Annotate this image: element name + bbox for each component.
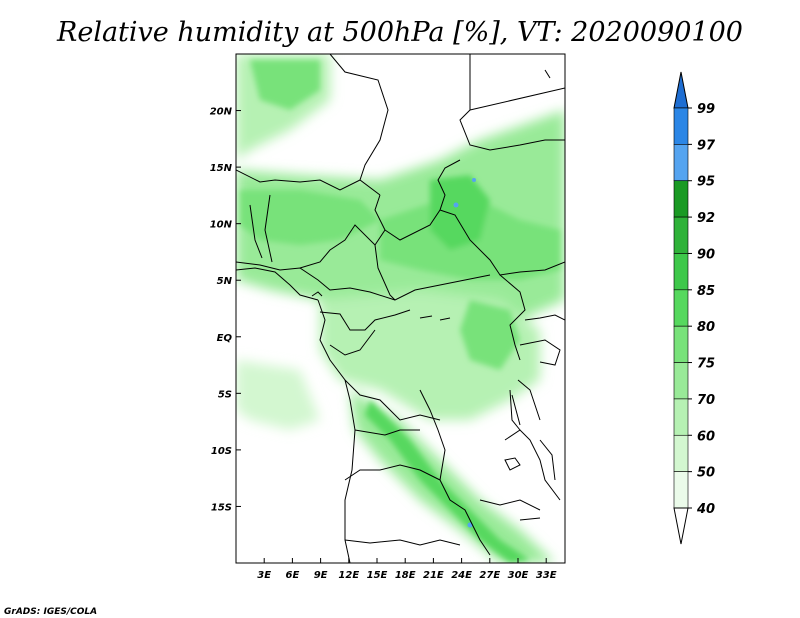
lon-tick-label: 27E xyxy=(479,570,500,581)
legend-swatch xyxy=(673,180,689,218)
lat-tick-label: 15N xyxy=(210,163,233,174)
map-title: Relative humidity at 500hPa [%], VT: 202… xyxy=(56,17,743,48)
legend-swatch xyxy=(673,325,689,363)
lon-tick-label: 24E xyxy=(451,570,472,581)
legend-label: 85 xyxy=(697,284,715,299)
longitude-axis: 3E 6E 9E 12E 15E 18E 21E 24E 27E 30E 33E xyxy=(257,558,557,581)
country-borders xyxy=(236,54,565,563)
legend-label: 60 xyxy=(697,429,715,444)
humid-core-south xyxy=(365,400,530,563)
legend-label: 70 xyxy=(697,393,715,408)
legend-label: 75 xyxy=(697,357,715,372)
lon-tick-label: 18E xyxy=(395,570,416,581)
humidity-field xyxy=(236,54,565,563)
humid-core-rift xyxy=(460,300,520,370)
legend-label: 50 xyxy=(697,466,715,481)
legend-swatch xyxy=(673,216,689,254)
legend-label: 90 xyxy=(697,247,715,262)
legend-label: 80 xyxy=(697,320,715,335)
lat-tick-label: 15S xyxy=(211,502,232,513)
legend-swatch xyxy=(673,471,689,509)
lat-tick-label: 10S xyxy=(211,446,232,457)
humid-core-westafrica xyxy=(240,190,380,245)
legend-label: 40 xyxy=(696,502,715,517)
legend-bottom-arrow xyxy=(673,507,689,545)
legend-top-arrow xyxy=(673,71,689,109)
lon-tick-label: 21E xyxy=(423,570,444,581)
legend-swatch xyxy=(673,107,689,145)
lat-tick-label: 10N xyxy=(210,220,233,231)
lon-tick-label: 33E xyxy=(536,570,557,581)
legend-swatch xyxy=(673,362,689,400)
humid-core-north xyxy=(250,60,320,110)
humid-patch-atlantic xyxy=(236,360,320,430)
lon-tick-label: 30E xyxy=(508,570,529,581)
latitude-axis: 20N 15N 10N 5N EQ 5S 10S 15S xyxy=(210,107,241,513)
legend-label: 97 xyxy=(697,138,716,153)
lat-tick-label: 5N xyxy=(217,276,233,287)
lon-tick-label: 9E xyxy=(314,570,328,581)
humid-max-spot-2 xyxy=(472,178,476,182)
legend-label: 92 xyxy=(697,211,715,226)
lon-tick-label: 3E xyxy=(257,570,271,581)
lon-tick-label: 6E xyxy=(286,570,300,581)
humid-core-darfur xyxy=(430,175,490,250)
grads-credit: GrADS: IGES/COLA xyxy=(4,607,97,617)
legend-swatch xyxy=(673,434,689,472)
legend-label: 95 xyxy=(697,175,715,190)
lat-tick-label: EQ xyxy=(217,333,233,344)
lat-tick-label: 5S xyxy=(218,389,232,400)
map-frame xyxy=(235,53,566,564)
legend-swatch xyxy=(673,398,689,436)
legend-swatch xyxy=(673,253,689,291)
lat-tick-label: 20N xyxy=(210,107,233,118)
humid-max-spot-3 xyxy=(467,522,473,528)
lon-tick-label: 15E xyxy=(367,570,388,581)
lon-tick-label: 12E xyxy=(338,570,359,581)
legend-swatch xyxy=(673,144,689,182)
color-legend: 99 97 95 92 90 85 80 75 70 60 50 40 xyxy=(673,71,716,545)
humid-max-spot-1 xyxy=(453,202,459,208)
map-panel xyxy=(235,53,566,564)
legend-label: 99 xyxy=(697,102,715,117)
lakes xyxy=(311,69,556,521)
legend-swatch xyxy=(673,289,689,327)
